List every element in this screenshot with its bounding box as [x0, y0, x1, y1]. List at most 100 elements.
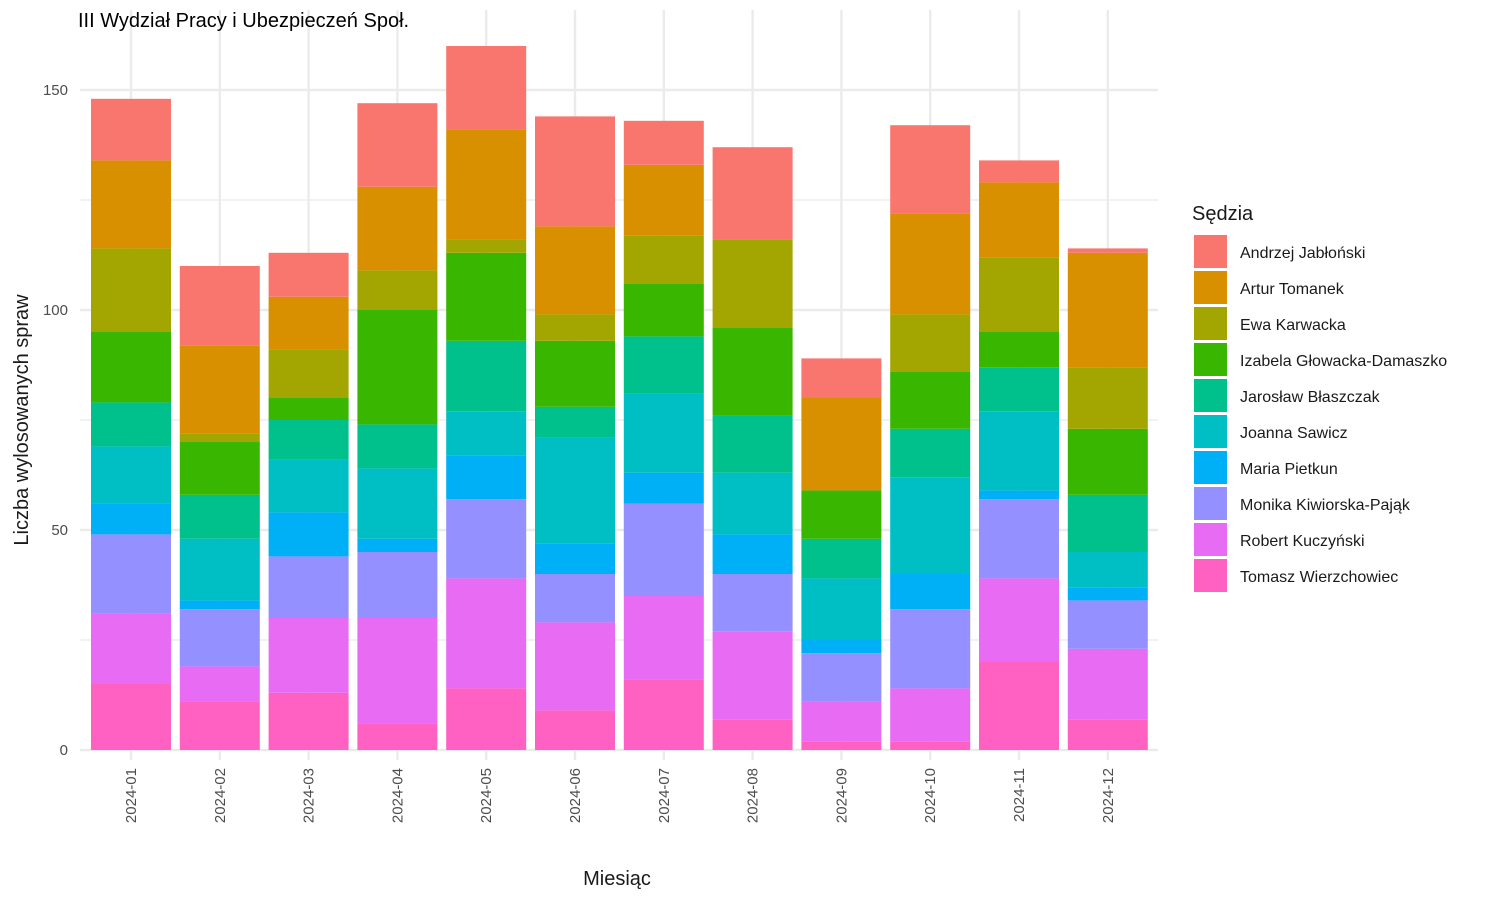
y-axis-title: Liczba wylosowanych spraw — [11, 294, 33, 546]
bar-segment — [179, 609, 260, 667]
bar-segment — [91, 684, 171, 750]
bar-segment — [268, 398, 349, 420]
bar-segment — [1067, 252, 1148, 368]
legend-label: Ewa Karwacka — [1240, 317, 1346, 334]
bar-segment — [712, 472, 793, 535]
bar-segment — [268, 512, 349, 557]
bar-segment — [979, 490, 1059, 500]
bar-segment — [91, 160, 171, 249]
bar-segment — [890, 314, 971, 372]
bar-segment — [91, 613, 171, 684]
bar-segment — [357, 552, 438, 618]
bar-segment — [535, 543, 615, 574]
bar-segment — [890, 609, 971, 689]
bar-segment — [801, 538, 882, 579]
x-tick-label: 2024-07 — [656, 768, 673, 823]
bar-segment — [979, 367, 1059, 412]
bar-segment — [91, 332, 171, 403]
bar-segment — [801, 398, 882, 491]
bar-segment — [446, 499, 527, 579]
bar-segment — [801, 358, 882, 398]
bar-segment — [890, 688, 971, 742]
x-tick-label: 2024-04 — [389, 768, 406, 823]
legend-label: Andrzej Jabłoński — [1240, 245, 1365, 262]
bar-segment — [712, 415, 793, 473]
bar-segment — [179, 600, 260, 610]
bar-segment — [712, 719, 793, 750]
bar-segment — [712, 534, 793, 574]
bar-segment — [979, 182, 1059, 258]
bar-segment — [446, 129, 527, 240]
x-tick-label: 2024-03 — [301, 768, 318, 823]
bar-segment — [268, 618, 349, 693]
legend-label: Maria Pietkun — [1240, 461, 1338, 478]
bar-segment — [1067, 552, 1148, 588]
bar-segment — [1067, 494, 1148, 552]
bar-segment — [446, 252, 527, 341]
bar-segment — [801, 701, 882, 742]
legend-swatch — [1194, 379, 1227, 412]
legend-title: Sędzia — [1192, 203, 1254, 225]
bar-segment — [446, 239, 527, 253]
bar-segment — [623, 164, 704, 236]
bar-segment — [179, 701, 260, 750]
bar-segment — [1067, 587, 1148, 601]
y-tick-label: 0 — [60, 742, 68, 759]
bar-segment — [1067, 367, 1148, 429]
bar-segment — [979, 499, 1059, 579]
bar-segment — [1067, 248, 1148, 253]
bar-segment — [268, 349, 349, 398]
bar-segment — [535, 710, 615, 750]
bar-segment — [446, 578, 527, 689]
legend-label: Jarosław Błaszczak — [1240, 389, 1381, 406]
x-tick-label: 2024-12 — [1100, 768, 1117, 823]
bar-segment — [890, 477, 971, 574]
bar-segment — [979, 662, 1059, 750]
bar-segment — [357, 103, 438, 187]
bar-segment — [712, 574, 793, 632]
bar-segment — [890, 741, 971, 750]
legend-swatch — [1194, 451, 1227, 484]
bar-segment — [623, 503, 704, 596]
bar-segment — [91, 503, 171, 535]
bar-segment — [890, 428, 971, 478]
bar-segment — [357, 424, 438, 469]
bar-segment — [357, 538, 438, 552]
bar-segment — [446, 46, 527, 130]
bar-segment — [268, 459, 349, 513]
bar-segment — [623, 336, 704, 394]
bar-segment — [535, 622, 615, 711]
bar-segment — [357, 270, 438, 310]
bar-segment — [623, 283, 704, 337]
bar-segment — [268, 692, 349, 750]
legend-label: Artur Tomanek — [1240, 281, 1345, 298]
bar-segment — [268, 556, 349, 618]
bar-segment — [446, 411, 527, 456]
bar-segment — [623, 596, 704, 680]
bar-segment — [801, 741, 882, 750]
bar-segment — [712, 147, 793, 240]
bar-segment — [179, 433, 260, 442]
bar-segment — [91, 98, 171, 161]
bar-segment — [890, 574, 971, 610]
legend-swatch — [1194, 559, 1227, 592]
bar-segment — [801, 490, 882, 539]
legend-label: Robert Kuczyński — [1240, 533, 1365, 550]
bar-segment — [623, 120, 704, 165]
bar-segment — [535, 116, 615, 227]
bar-segment — [446, 455, 527, 500]
bar-segment — [1067, 600, 1148, 649]
bar-segment — [91, 248, 171, 332]
bar-segment — [712, 239, 793, 328]
bar-segment — [535, 226, 615, 315]
bar-segment — [979, 257, 1059, 332]
bar-segment — [179, 266, 260, 346]
bar-segment — [535, 406, 615, 438]
bar-segment — [268, 296, 349, 350]
legend-swatch — [1194, 343, 1227, 376]
x-tick-label: 2024-08 — [745, 768, 762, 823]
legend-swatch — [1194, 487, 1227, 520]
bar-segment — [91, 402, 171, 447]
legend-swatch — [1194, 235, 1227, 268]
